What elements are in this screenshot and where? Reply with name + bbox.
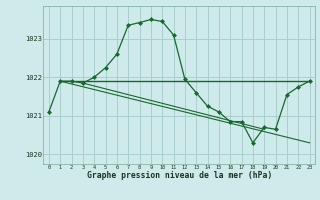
X-axis label: Graphe pression niveau de la mer (hPa): Graphe pression niveau de la mer (hPa) [87, 171, 272, 180]
